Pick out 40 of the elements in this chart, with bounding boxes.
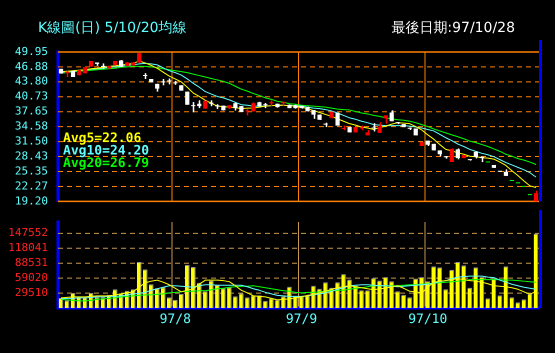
y-tick-label: 37.65	[14, 104, 48, 118]
candlestick	[107, 65, 112, 70]
y-tick-label: 34.58	[14, 120, 48, 133]
y-tick-label: 22.27	[14, 179, 48, 192]
candlestick	[149, 78, 154, 84]
y-tick-label: 147552	[8, 226, 48, 240]
candlestick	[402, 123, 406, 128]
y-tick-label: 25.35	[14, 164, 48, 178]
y-tick-label: 88531	[14, 256, 48, 270]
y-tick-label: 59020	[14, 271, 48, 284]
candlestick	[203, 100, 208, 110]
y-tick-label: 118041	[8, 241, 48, 254]
x-tick-label: 97/8	[160, 312, 191, 328]
y-tick-label: 29510	[14, 286, 48, 299]
x-tick-label: 97/10	[408, 312, 448, 328]
y-tick-label: 46.88	[14, 60, 48, 73]
candlestick	[492, 164, 496, 169]
chart-title: K線圖(日) 5/10/20均線	[38, 19, 187, 37]
chart-subtitle: 最後日期:97/10/28	[391, 19, 515, 37]
candlestick	[185, 90, 190, 106]
candlestick	[348, 126, 352, 134]
candlestick	[287, 104, 292, 109]
text: Avg5=22.06	[63, 131, 142, 146]
candlestick	[462, 154, 466, 159]
candlestick	[335, 112, 340, 126]
candlestick	[354, 126, 358, 134]
y-tick-label: 31.50	[14, 134, 48, 148]
y-tick-label: 43.80	[14, 74, 48, 88]
candlestick	[420, 141, 424, 147]
y-tick-label: 49.95	[14, 44, 48, 58]
text: Avg20=26.79	[63, 156, 150, 172]
y-tick-label: 28.43	[14, 149, 48, 162]
y-tick-label: 40.73	[14, 90, 48, 103]
x-tick-label: 97/9	[286, 312, 318, 328]
candlestick	[179, 84, 184, 92]
y-tick-label: 19.20	[14, 194, 48, 208]
candlestick	[58, 68, 64, 74]
candlestick	[239, 105, 244, 113]
candlestick	[70, 70, 76, 78]
text: Avg10=24.20	[63, 144, 150, 159]
